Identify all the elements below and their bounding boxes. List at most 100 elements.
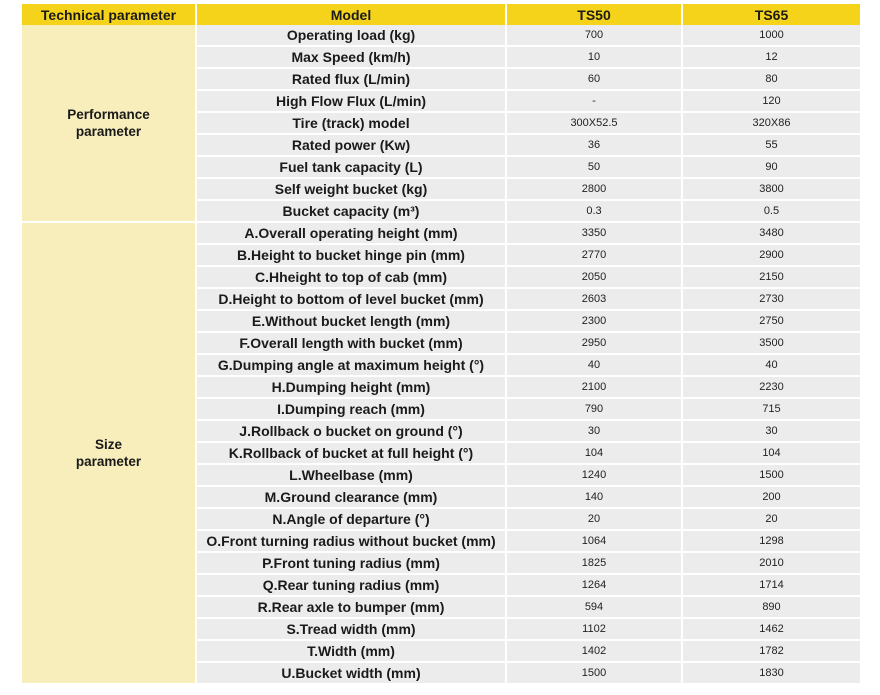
value-ts65: 90: [683, 157, 860, 179]
table-row: Max Speed (km/h) 10 12: [22, 47, 860, 69]
spec-table-container: Technical parameter Model TS50 TS65 Perf…: [22, 4, 860, 685]
param-name: Self weight bucket (kg): [197, 179, 507, 201]
param-name: R.Rear axle to bumper (mm): [197, 597, 507, 619]
table-row: R.Rear axle to bumper (mm) 594 890: [22, 597, 860, 619]
group-label-line: Size: [94, 437, 122, 452]
param-name: A.Overall operating height (mm): [197, 223, 507, 245]
value-ts50: 30: [507, 421, 683, 443]
value-ts50: 104: [507, 443, 683, 465]
value-ts50: 2050: [507, 267, 683, 289]
header-row: Technical parameter Model TS50 TS65: [22, 4, 860, 25]
value-ts50: 20: [507, 509, 683, 531]
value-ts65: 1782: [683, 641, 860, 663]
table-row: G.Dumping angle at maximum height (°) 40 4…: [22, 355, 860, 377]
param-name: K.Rollback of bucket at full height (°): [197, 443, 507, 465]
value-ts50: 2770: [507, 245, 683, 267]
value-ts50: 2100: [507, 377, 683, 399]
table-row: Size parameter A.Overall operating height …: [22, 223, 860, 685]
value-ts50: 140: [507, 487, 683, 509]
param-name: O.Front turning radius without bucket (m…: [197, 531, 507, 553]
value-ts50: 10: [507, 47, 683, 69]
value-ts65: 715: [683, 399, 860, 421]
group-label-line: parameter: [75, 124, 142, 139]
value-ts50: 1825: [507, 553, 683, 575]
table-row: Rated power (Kw) 36 55: [22, 135, 860, 157]
table-row: H.Dumping height (mm) 2100 2230: [22, 377, 860, 399]
param-name: H.Dumping height (mm): [197, 377, 507, 399]
param-name: T.Width (mm): [197, 641, 507, 663]
group-label-0: Performance parameter: [22, 25, 197, 223]
table-row: Performance parameter Operating load (kg) 7…: [22, 25, 860, 223]
value-ts65: 30: [683, 421, 860, 443]
table-row: Fuel tank capacity (L) 50 90: [22, 157, 860, 179]
value-ts65: 3480: [683, 223, 860, 245]
value-ts65: 2230: [683, 377, 860, 399]
value-ts65: 104: [683, 443, 860, 465]
param-name: Rated flux (L/min): [197, 69, 507, 91]
value-ts50: 0.3: [507, 201, 683, 223]
value-ts50: 40: [507, 355, 683, 377]
table-row: D.Height to bottom of level bucket (mm) 2…: [22, 289, 860, 311]
value-ts50: 50: [507, 157, 683, 179]
value-ts65: 2900: [683, 245, 860, 267]
param-name: Q.Rear tuning radius (mm): [197, 575, 507, 597]
value-ts65: 1714: [683, 575, 860, 597]
value-ts50: 60: [507, 69, 683, 91]
table-row: Q.Rear tuning radius (mm) 1264 1714: [22, 575, 860, 597]
param-name: High Flow Flux (L/min): [197, 91, 507, 113]
value-ts65: 80: [683, 69, 860, 91]
table-row: P.Front tuning radius (mm) 1825 2010: [22, 553, 860, 575]
value-ts65: 1298: [683, 531, 860, 553]
param-name: F.Overall length with bucket (mm): [197, 333, 507, 355]
value-ts50: 36: [507, 135, 683, 157]
value-ts65: 55: [683, 135, 860, 157]
table-row: O.Front turning radius without bucket (m…: [22, 531, 860, 553]
value-ts65: 2150: [683, 267, 860, 289]
table-row: Tire (track) model 300X52.5 320X86: [22, 113, 860, 135]
group-label-1: Size parameter: [22, 223, 197, 685]
value-ts50: 1264: [507, 575, 683, 597]
param-name: E.Without bucket length (mm): [197, 311, 507, 333]
table-row: S.Tread width (mm) 1102 1462: [22, 619, 860, 641]
value-ts65: 1462: [683, 619, 860, 641]
table-row: M.Ground clearance (mm) 140 200: [22, 487, 860, 509]
param-name: Rated power (Kw): [197, 135, 507, 157]
param-name: M.Ground clearance (mm): [197, 487, 507, 509]
value-ts50: 2603: [507, 289, 683, 311]
param-name: J.Rollback o bucket on ground (°): [197, 421, 507, 443]
param-name: G.Dumping angle at maximum height (°): [197, 355, 507, 377]
value-ts50: 700: [507, 25, 683, 47]
value-ts65: 3500: [683, 333, 860, 355]
param-name: Tire (track) model: [197, 113, 507, 135]
param-name: D.Height to bottom of level bucket (mm): [197, 289, 507, 311]
value-ts50: 1240: [507, 465, 683, 487]
table-row: K.Rollback of bucket at full height (°) 1…: [22, 443, 860, 465]
group-label-line: parameter: [75, 454, 142, 469]
value-ts65: 890: [683, 597, 860, 619]
value-ts65: 0.5: [683, 201, 860, 223]
header-technical-parameter: Technical parameter: [22, 4, 197, 25]
value-ts50: 2950: [507, 333, 683, 355]
value-ts65: 12: [683, 47, 860, 69]
table-row: I.Dumping reach (mm) 790 715: [22, 399, 860, 421]
value-ts50: 1064: [507, 531, 683, 553]
value-ts50: 2800: [507, 179, 683, 201]
param-name: U.Bucket width (mm): [197, 663, 507, 685]
value-ts65: 320X86: [683, 113, 860, 135]
table-row: T.Width (mm) 1402 1782: [22, 641, 860, 663]
table-row: Bucket capacity (m³) 0.3 0.5: [22, 201, 860, 223]
param-name: I.Dumping reach (mm): [197, 399, 507, 421]
value-ts50: 790: [507, 399, 683, 421]
param-name: P.Front tuning radius (mm): [197, 553, 507, 575]
value-ts50: 1102: [507, 619, 683, 641]
value-ts65: 2750: [683, 311, 860, 333]
table-row: High Flow Flux (L/min) -120: [22, 91, 860, 113]
table-row: B.Height to bucket hinge pin (mm) 2770 290…: [22, 245, 860, 267]
table-row: Rated flux (L/min) 60 80: [22, 69, 860, 91]
param-name: L.Wheelbase (mm): [197, 465, 507, 487]
value-ts65: 3800: [683, 179, 860, 201]
param-name: Max Speed (km/h): [197, 47, 507, 69]
table-row: N.Angle of departure (°) 20 20: [22, 509, 860, 531]
value-ts65: 1830: [683, 663, 860, 685]
table-row: E.Without bucket length (mm) 2300 2750: [22, 311, 860, 333]
